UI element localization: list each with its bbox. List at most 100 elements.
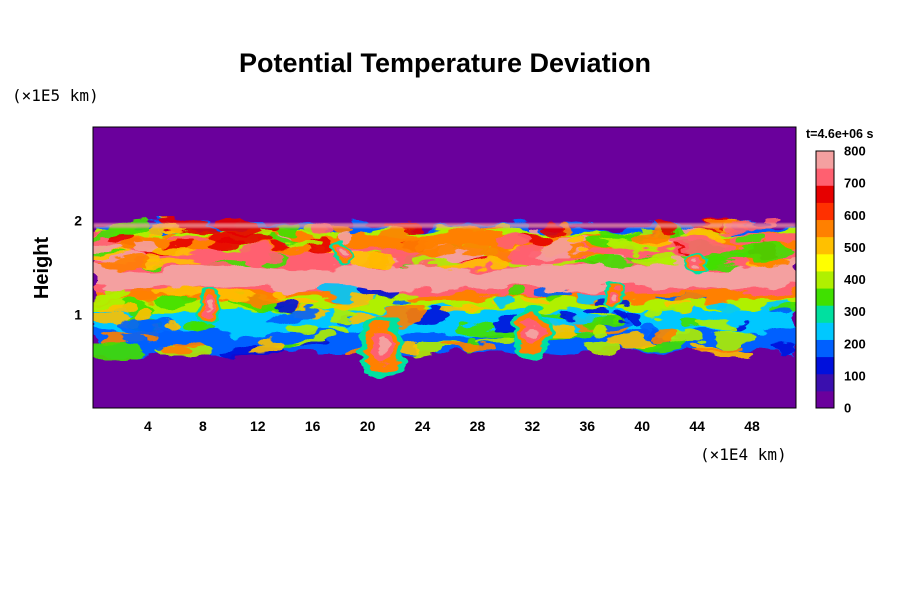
colorbar-swatch xyxy=(816,253,834,272)
heatmap-filament xyxy=(304,339,330,347)
heatmap-filament xyxy=(492,296,515,306)
heatmap-filament xyxy=(496,234,530,248)
x-tick-labels: 4 8 12 16 20 24 28 32 36 40 44 48 xyxy=(144,418,760,434)
heatmap-filament xyxy=(294,333,332,347)
heatmap-filament xyxy=(188,259,243,273)
heatmap-filament xyxy=(147,340,166,348)
x-tick-label: 8 xyxy=(199,418,207,434)
x-tick-label: 16 xyxy=(305,418,321,434)
plot-frame xyxy=(92,126,797,409)
colorbar-tick-label: 700 xyxy=(844,176,866,191)
chart-title: Potential Temperature Deviation xyxy=(239,48,651,78)
heatmap-filament xyxy=(457,227,501,232)
colorbar-swatch xyxy=(816,219,834,238)
heatmap-filament xyxy=(287,321,314,335)
heatmap-filament xyxy=(671,249,688,256)
heatmap-filament xyxy=(158,343,189,355)
heatmap-filament xyxy=(444,261,488,270)
heatmap-filament xyxy=(149,286,211,295)
heatmap-filament xyxy=(559,311,578,320)
heatmap-filament xyxy=(95,292,136,302)
heatmap-filament xyxy=(260,309,321,326)
heatmap-filament xyxy=(161,324,184,330)
heatmap-filament xyxy=(456,323,511,338)
heatmap-filament xyxy=(345,253,396,269)
heatmap-filament xyxy=(645,309,663,321)
heatmap-filament xyxy=(632,229,670,245)
heatmap-cap xyxy=(93,223,796,228)
heatmap-filament xyxy=(326,325,351,333)
heatmap-filament xyxy=(615,311,632,320)
x-tick-label: 48 xyxy=(744,418,760,434)
heatmap-filament xyxy=(582,317,623,328)
heatmap-filament xyxy=(593,326,608,337)
heatmap-filament xyxy=(141,320,159,329)
heatmap-filament xyxy=(121,319,185,337)
y-tick-labels: 12 xyxy=(74,213,82,323)
heatmap-filament xyxy=(397,234,447,252)
colorbar-swatch xyxy=(816,356,834,375)
heatmap-filament xyxy=(138,306,152,323)
colorbar-swatch xyxy=(816,185,834,203)
heatmap-filament xyxy=(154,294,194,307)
heatmap-filament xyxy=(158,229,177,236)
heatmap-filament xyxy=(338,230,353,242)
colorbar-tick-label: 300 xyxy=(844,304,866,319)
heatmap-filament xyxy=(733,234,770,244)
heatmap-filament xyxy=(126,332,146,347)
colorbar-swatch xyxy=(816,390,834,409)
x-tick-label: 20 xyxy=(360,418,376,434)
colorbar-tick-label: 0 xyxy=(844,401,851,416)
heatmap-eddy xyxy=(693,258,701,268)
heatmap-filament xyxy=(519,297,552,306)
colorbar-swatch xyxy=(816,322,834,340)
heatmap-filament xyxy=(175,340,204,349)
heatmap-filament xyxy=(511,244,543,263)
heatmap-filament xyxy=(671,296,706,303)
heatmap-filament xyxy=(690,345,741,352)
colorbar-swatch xyxy=(816,151,834,169)
colorbar-swatch xyxy=(816,288,834,306)
heatmap-filament xyxy=(331,307,355,323)
colorbar-tick-label: 100 xyxy=(844,368,866,383)
heatmap-filament xyxy=(628,311,643,327)
heatmap-filament xyxy=(93,250,125,255)
heatmap-filament xyxy=(236,246,285,261)
colorbar-tick-label: 500 xyxy=(844,240,866,255)
heatmap-filament xyxy=(294,288,317,297)
heatmap-filament xyxy=(571,236,589,249)
heatmap-eddy xyxy=(336,248,344,258)
x-tick-label: 36 xyxy=(580,418,596,434)
colorbar-tick-label: 400 xyxy=(844,272,866,287)
x-tick-label: 12 xyxy=(250,418,266,434)
heatmap-filament xyxy=(210,232,272,248)
heatmap-eddy xyxy=(205,299,214,311)
heatmap-filament xyxy=(604,334,656,349)
x-unit-label: (×1E4 km) xyxy=(700,445,787,464)
y-tick-label: 1 xyxy=(74,306,82,322)
heatmap-filament xyxy=(284,240,324,249)
x-tick-label: 44 xyxy=(689,418,705,434)
heatmap-filament xyxy=(414,242,444,258)
x-tick-label: 24 xyxy=(415,418,431,434)
colorbar: 0 100 200 300 400 500 600 700 800 xyxy=(815,144,866,416)
heatmap-filament xyxy=(269,244,287,251)
heatmap-filament xyxy=(492,320,520,331)
heatmap-eddy xyxy=(526,325,538,341)
y-unit-label: (×1E5 km) xyxy=(12,86,99,105)
heatmap-filament xyxy=(484,256,512,270)
colorbar-swatch xyxy=(816,168,834,186)
plot-area xyxy=(93,127,796,408)
colorbar-swatch xyxy=(816,305,834,323)
heatmap-filament xyxy=(507,288,526,298)
heatmap-filament xyxy=(544,320,589,326)
heatmap-filament xyxy=(111,232,132,243)
heatmap-filament xyxy=(731,244,794,260)
heatmap-filament xyxy=(570,248,588,255)
colorbar-tick-label: 200 xyxy=(844,336,866,351)
heatmap-filament xyxy=(461,241,489,255)
heatmap-eddy xyxy=(611,291,618,301)
heatmap-filament xyxy=(275,287,289,298)
heatmap-filament xyxy=(712,331,759,347)
